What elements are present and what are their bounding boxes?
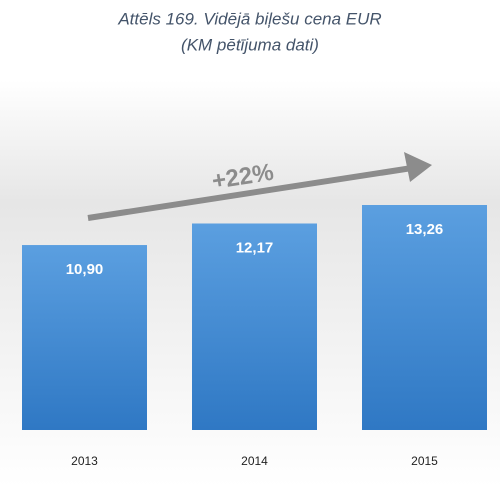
bar [362,205,487,430]
x-tick-label: 2014 [241,454,268,468]
bar [192,223,317,430]
x-tick-label: 2013 [71,454,98,468]
x-tick-label: 2015 [411,454,438,468]
value-label: 13,26 [406,221,444,238]
value-label: 10,90 [66,261,104,278]
trend-arrow [87,152,432,221]
value-label: 12,17 [236,239,274,256]
chart-subtitle: (KM pētījuma dati) [181,35,319,54]
chart-title: Attēls 169. Vidējā biļešu cena EUR [117,9,381,28]
bar [22,245,147,430]
